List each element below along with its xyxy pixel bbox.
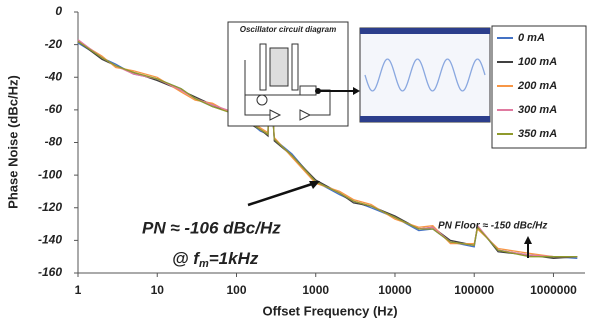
x-tick-label: 1 xyxy=(75,283,82,297)
annotation: @ fm=1kHz xyxy=(172,249,259,269)
y-tick-label: -60 xyxy=(45,102,63,116)
y-tick-label: -160 xyxy=(38,265,62,279)
y-tick-label: -20 xyxy=(45,37,63,51)
chart: 0 -20 -40 -60 -80 -100 -120 -140 -160 1 10 100 1000 1… xyxy=(0,0,590,328)
y-tick-label: -40 xyxy=(45,69,63,83)
annotation: PN ≈ -106 dBc/Hz xyxy=(142,218,281,237)
x-tick-label: 10 xyxy=(151,283,165,297)
x-tick-label: 1000 xyxy=(302,283,329,297)
legend: 0 mA 100 mA 200 mA 300 mA 350 mA xyxy=(492,26,586,148)
annotation: PN Floor ≈ -150 dBc/Hz xyxy=(438,221,547,232)
inset-title: Oscillator circuit diagram xyxy=(240,25,336,34)
legend-label: 100 mA xyxy=(518,56,557,68)
y-tick-label: -80 xyxy=(45,135,63,149)
x-tick-label: 1000000 xyxy=(530,283,577,297)
x-tick-label: 100000 xyxy=(454,283,494,297)
legend-label: 350 mA xyxy=(518,128,557,140)
y-tick-label: -140 xyxy=(38,233,62,247)
x-tick-label: 100 xyxy=(226,283,246,297)
y-tick-label: 0 xyxy=(55,4,62,18)
x-axis-title: Offset Frequency (Hz) xyxy=(262,303,397,318)
x-tick-label: 10000 xyxy=(378,283,412,297)
circuit-inset: Oscillator circuit diagram xyxy=(228,22,348,126)
legend-label: 300 mA xyxy=(518,104,557,116)
y-tick-label: -100 xyxy=(38,167,62,181)
y-axis-title: Phase Noise (dBc/Hz) xyxy=(5,75,20,209)
legend-label: 0 mA xyxy=(518,32,545,44)
legend-label: 200 mA xyxy=(517,80,557,92)
y-tick-label: -120 xyxy=(38,200,62,214)
scope-inset xyxy=(360,28,490,122)
